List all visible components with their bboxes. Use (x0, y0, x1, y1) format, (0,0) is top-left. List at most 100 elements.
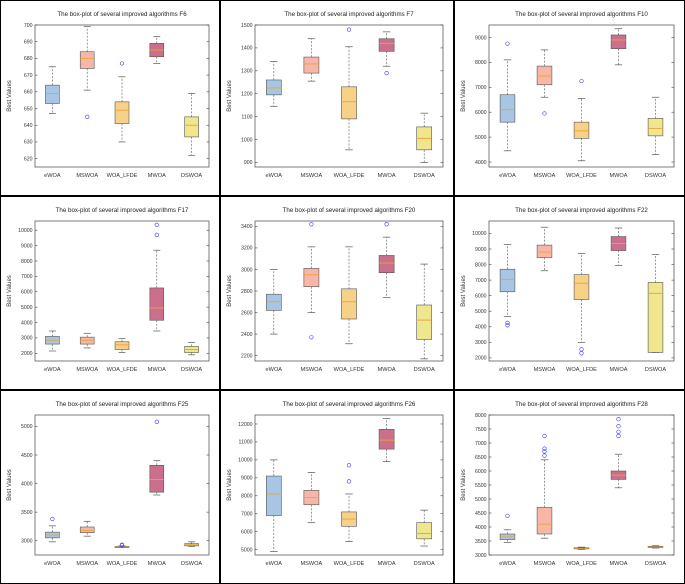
box-dswoa (416, 522, 433, 540)
y-tick-label: 620 (24, 156, 33, 162)
x-tick-label: eWOA (44, 561, 61, 567)
y-tick-label: 5000 (241, 547, 253, 553)
y-tick-label: 8000 (241, 494, 253, 500)
x-tick-label: MWOA (148, 367, 166, 373)
y-tick-label: 1400 (241, 46, 253, 52)
box-dswoa (184, 116, 199, 138)
outlier-point (616, 424, 621, 429)
chart-f28: The box-plot of several improved algorit… (461, 401, 675, 567)
y-tick-label: 2800 (241, 289, 253, 295)
outlier-point (505, 41, 510, 46)
y-tick-label: 6000 (21, 290, 33, 296)
y-tick-label: 4000 (21, 320, 33, 326)
x-tick-label: MWOA (148, 561, 166, 567)
box-woa_lfde (573, 274, 590, 300)
y-tick-label: 6000 (475, 293, 487, 299)
x-tick-label: WOA_LFDE (107, 561, 138, 567)
y-tick-label: 630 (24, 140, 33, 146)
outlier-point (154, 232, 159, 237)
y-tick-label: 5500 (475, 483, 487, 489)
outlier-point (384, 222, 389, 227)
outlier-point (50, 516, 55, 522)
chart-title: The box-plot of several improved algorit… (283, 207, 416, 214)
y-tick-label: 8000 (21, 259, 33, 265)
y-tick-label: 4500 (21, 453, 33, 459)
box-mswoa (536, 65, 553, 86)
y-tick-label: 5000 (475, 497, 487, 503)
x-tick-label: MWOA (378, 173, 396, 179)
y-tick-label: 700 (24, 23, 33, 29)
box-ewoa (265, 79, 282, 96)
x-tick-label: eWOA (44, 173, 61, 179)
y-tick-label: 8000 (475, 60, 487, 66)
box-woa_lfde (114, 341, 130, 350)
chart-f10: The box-plot of several improved algorit… (461, 11, 675, 179)
chart-panel-f6: The box-plot of several improved algorit… (0, 0, 220, 196)
x-tick-label: DSWOA (181, 367, 202, 373)
outlier-point (309, 222, 314, 227)
outlier-point (154, 222, 159, 227)
y-tick-label: 4000 (475, 525, 487, 531)
outlier-point (505, 323, 510, 328)
x-tick-label: WOA_LFDE (566, 561, 597, 567)
y-tick-label: 2600 (241, 310, 253, 316)
y-tick-label: 6000 (475, 469, 487, 475)
x-tick-label: WOA_LFDE (334, 367, 365, 373)
outlier-point (542, 449, 547, 454)
y-tick-label: 8000 (475, 262, 487, 268)
x-tick-label: MWOA (609, 561, 627, 567)
outlier-point (346, 479, 352, 484)
x-tick-label: MWOA (148, 173, 166, 179)
plot-area-frame (254, 24, 444, 168)
box-woa_lfde (573, 121, 590, 139)
box-mswoa (79, 526, 95, 534)
x-tick-label: eWOA (266, 561, 283, 567)
y-tick-label: 900 (244, 160, 253, 166)
chart-panel-f22: The box-plot of several improved algorit… (454, 196, 685, 390)
y-axis-label: Best Values (461, 275, 467, 307)
outlier-point (119, 542, 125, 547)
x-tick-label: DSWOA (645, 367, 666, 373)
y-tick-label: 10000 (18, 228, 33, 234)
chart-panel-f10: The box-plot of several improved algorit… (454, 0, 685, 196)
y-tick-label: 8000 (475, 413, 487, 419)
x-tick-label: eWOA (266, 367, 283, 373)
chart-f6: The box-plot of several improved algorit… (7, 11, 210, 179)
x-tick-label: eWOA (499, 367, 516, 373)
y-tick-label: 3000 (475, 340, 487, 346)
x-tick-label: MWOA (609, 367, 627, 373)
box-ewoa (499, 94, 516, 123)
x-tick-label: DSWOA (181, 173, 202, 179)
y-tick-label: 3200 (241, 246, 253, 252)
outlier-point (505, 513, 510, 518)
x-tick-label: DSWOA (181, 561, 202, 567)
chart-panel-f26: The box-plot of several improved algorit… (220, 390, 454, 584)
y-tick-label: 4500 (475, 511, 487, 517)
x-tick-label: DSWOA (414, 561, 435, 567)
chart-panel-f20: The box-plot of several improved algorit… (220, 196, 454, 390)
y-tick-label: 5000 (21, 424, 33, 430)
y-tick-label: 1000 (241, 137, 253, 143)
y-tick-label: 1100 (241, 114, 252, 120)
y-tick-label: 6000 (241, 529, 253, 535)
y-tick-label: 4000 (21, 481, 33, 487)
y-axis-label: Best Values (7, 469, 13, 501)
y-tick-label: 2000 (475, 356, 487, 362)
y-tick-label: 5000 (475, 135, 487, 141)
y-tick-label: 7000 (475, 278, 487, 284)
box-mwoa (149, 464, 165, 493)
x-tick-label: eWOA (266, 173, 283, 179)
y-tick-label: 3400 (241, 224, 253, 230)
box-mswoa (536, 507, 553, 535)
box-mswoa (536, 244, 553, 258)
box-mswoa (303, 268, 320, 287)
x-tick-label: WOA_LFDE (334, 561, 365, 567)
y-axis-label: Best Values (7, 80, 13, 112)
box-mwoa (378, 429, 395, 450)
chart-title: The box-plot of several improved algorit… (515, 11, 648, 18)
y-tick-label: 4000 (475, 325, 487, 331)
outlier-point (346, 27, 352, 32)
chart-panel-f25: The box-plot of several improved algorit… (0, 390, 220, 584)
box-dswoa (416, 304, 433, 340)
